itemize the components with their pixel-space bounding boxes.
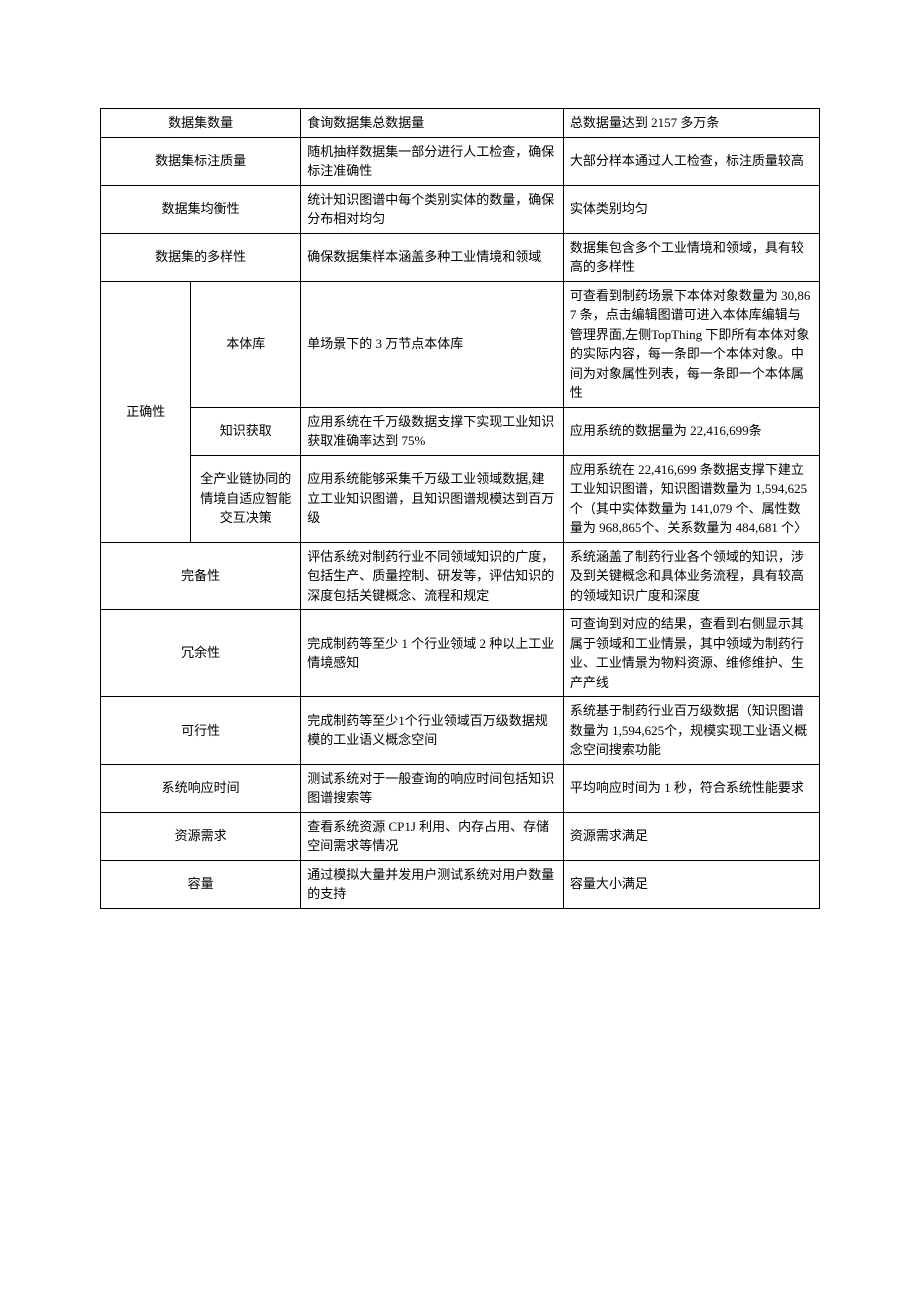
result-cell: 平均响应时间为 1 秒，符合系统性能要求 — [563, 764, 819, 812]
row-label: 数据集数量 — [101, 109, 301, 138]
table-row: 冗余性完成制药等至少 1 个行业领域 2 种以上工业情境感知可查询到对应的结果，… — [101, 610, 820, 697]
result-cell: 系统涵盖了制药行业各个领域的知识，涉及到关键概念和具体业务流程，具有较高的领域知… — [563, 542, 819, 610]
row-label: 数据集均衡性 — [101, 185, 301, 233]
table-row: 数据集的多样性确保数据集样本涵盖多种工业情境和领域数据集包含多个工业情境和领域，… — [101, 233, 820, 281]
result-cell: 可查询到对应的结果，查看到右侧显示其属于领域和工业情景，其中领域为制药行业、工业… — [563, 610, 819, 697]
table-row: 容量通过模拟大量并发用户测试系统对用户数量的支持容量大小满足 — [101, 860, 820, 908]
criteria-cell: 查看系统资源 CP1J 利用、内存占用、存储空间需求等情况 — [301, 812, 564, 860]
row-label: 资源需求 — [101, 812, 301, 860]
row-label: 数据集的多样性 — [101, 233, 301, 281]
row-group-label: 正确性 — [101, 281, 191, 542]
criteria-cell: 应用系统能够采集千万级工业领域数据,建立工业知识图谱，且知识图谱规模达到百万级 — [301, 455, 564, 542]
table-body: 数据集数量食询数据集总数据量总数据量达到 2157 多万条数据集标注质量随机抽样… — [101, 109, 820, 909]
result-cell: 资源需求满足 — [563, 812, 819, 860]
row-label: 完备性 — [101, 542, 301, 610]
table-row: 知识获取应用系统在千万级数据支撑下实现工业知识获取准确率达到 75%应用系统的数… — [101, 407, 820, 455]
row-sub-label: 全产业链协同的情境自适应智能交互决策 — [191, 455, 301, 542]
criteria-cell: 完成制药等至少1个行业领域百万级数据规模的工业语义概念空间 — [301, 697, 564, 765]
criteria-cell: 通过模拟大量并发用户测试系统对用户数量的支持 — [301, 860, 564, 908]
table-row: 全产业链协同的情境自适应智能交互决策应用系统能够采集千万级工业领域数据,建立工业… — [101, 455, 820, 542]
row-label: 系统响应时间 — [101, 764, 301, 812]
row-label: 可行性 — [101, 697, 301, 765]
result-cell: 实体类别均匀 — [563, 185, 819, 233]
result-cell: 总数据量达到 2157 多万条 — [563, 109, 819, 138]
document-page: 数据集数量食询数据集总数据量总数据量达到 2157 多万条数据集标注质量随机抽样… — [0, 0, 920, 909]
criteria-cell: 完成制药等至少 1 个行业领域 2 种以上工业情境感知 — [301, 610, 564, 697]
criteria-cell: 评估系统对制药行业不同领域知识的广度，包括生产、质量控制、研发等，评估知识的深度… — [301, 542, 564, 610]
result-cell: 容量大小满足 — [563, 860, 819, 908]
result-cell: 应用系统的数据量为 22,416,699条 — [563, 407, 819, 455]
table-row: 正确性本体库单场景下的 3 万节点本体库可查看到制药场景下本体对象数量为 30,… — [101, 281, 820, 407]
result-cell: 数据集包含多个工业情境和领域，具有较高的多样性 — [563, 233, 819, 281]
table-row: 系统响应时间测试系统对于一般查询的响应时间包括知识图谱搜索等平均响应时间为 1 … — [101, 764, 820, 812]
evaluation-table: 数据集数量食询数据集总数据量总数据量达到 2157 多万条数据集标注质量随机抽样… — [100, 108, 820, 909]
result-cell: 大部分样本通过人工检查，标注质量较高 — [563, 137, 819, 185]
row-label: 容量 — [101, 860, 301, 908]
criteria-cell: 单场景下的 3 万节点本体库 — [301, 281, 564, 407]
row-sub-label: 本体库 — [191, 281, 301, 407]
result-cell: 系统基于制药行业百万级数据（知识图谱数量为 1,594,625个，规模实现工业语… — [563, 697, 819, 765]
criteria-cell: 随机抽样数据集一部分进行人工检查，确保标注准确性 — [301, 137, 564, 185]
table-row: 完备性评估系统对制药行业不同领域知识的广度，包括生产、质量控制、研发等，评估知识… — [101, 542, 820, 610]
table-row: 资源需求查看系统资源 CP1J 利用、内存占用、存储空间需求等情况资源需求满足 — [101, 812, 820, 860]
result-cell: 应用系统在 22,416,699 条数据支撑下建立工业知识图谱，知识图谱数量为 … — [563, 455, 819, 542]
criteria-cell: 食询数据集总数据量 — [301, 109, 564, 138]
result-cell: 可查看到制药场景下本体对象数量为 30,867 条，点击编辑图谱可进入本体库编辑… — [563, 281, 819, 407]
criteria-cell: 应用系统在千万级数据支撑下实现工业知识获取准确率达到 75% — [301, 407, 564, 455]
criteria-cell: 确保数据集样本涵盖多种工业情境和领域 — [301, 233, 564, 281]
row-sub-label: 知识获取 — [191, 407, 301, 455]
row-label: 数据集标注质量 — [101, 137, 301, 185]
table-row: 数据集均衡性统计知识图谱中每个类别实体的数量，确保分布相对均匀实体类别均匀 — [101, 185, 820, 233]
table-row: 数据集标注质量随机抽样数据集一部分进行人工检查，确保标注准确性大部分样本通过人工… — [101, 137, 820, 185]
row-label: 冗余性 — [101, 610, 301, 697]
table-row: 数据集数量食询数据集总数据量总数据量达到 2157 多万条 — [101, 109, 820, 138]
criteria-cell: 测试系统对于一般查询的响应时间包括知识图谱搜索等 — [301, 764, 564, 812]
table-row: 可行性完成制药等至少1个行业领域百万级数据规模的工业语义概念空间系统基于制药行业… — [101, 697, 820, 765]
criteria-cell: 统计知识图谱中每个类别实体的数量，确保分布相对均匀 — [301, 185, 564, 233]
